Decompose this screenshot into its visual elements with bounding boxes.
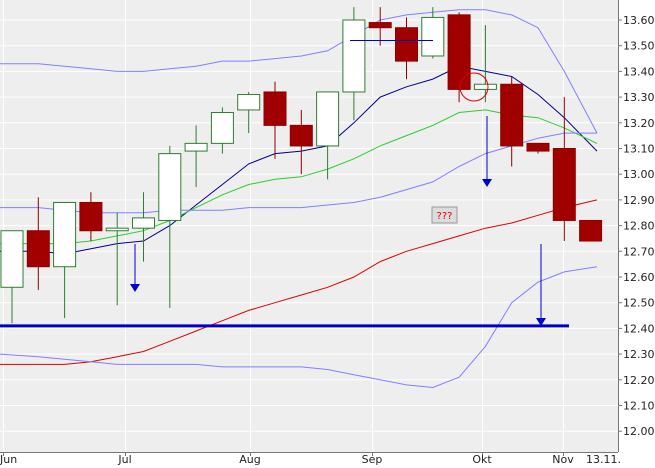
x-tick-label: Sep	[362, 453, 383, 466]
x-tick-label: Jun	[0, 453, 17, 466]
candle-down	[289, 124, 313, 147]
moving-average-mid-line	[0, 109, 598, 245]
candle-down	[579, 219, 603, 242]
annotation-box	[431, 206, 458, 224]
y-tick-label: 12.90	[623, 194, 655, 207]
candle-down	[395, 27, 418, 62]
y-tick-label: 13.00	[623, 168, 655, 181]
y-tick-label: 13.60	[623, 14, 655, 27]
candle-up	[210, 112, 234, 144]
candle-down	[368, 22, 392, 29]
candle-down	[500, 83, 524, 147]
candle-up	[105, 227, 129, 232]
y-tick-label: 12.10	[623, 400, 655, 413]
candle-up	[158, 153, 182, 221]
x-tick-label: Aug	[239, 453, 260, 466]
x-tick-label: 13.11.	[586, 453, 621, 466]
candle-up	[316, 91, 340, 147]
y-tick-label: 12.70	[623, 245, 655, 258]
y-tick-label: 13.20	[623, 117, 655, 130]
bollinger-upper-line	[0, 9, 598, 134]
y-axis: 13.60 13.50 13.40 13.30 13.20 13.10 13.00 12.90…	[618, 14, 655, 438]
candle-up	[0, 230, 24, 288]
candle-up	[132, 217, 155, 229]
annotations: ???	[0, 40, 569, 328]
y-tick-label: 13.40	[623, 65, 655, 78]
y-tick-label: 12.30	[623, 348, 655, 361]
y-tick-label: 13.50	[623, 40, 655, 53]
candle-down	[447, 14, 471, 90]
bollinger-middle-line	[0, 132, 597, 214]
y-tick-label: 13.30	[623, 91, 655, 104]
y-tick-label: 12.50	[623, 297, 655, 310]
annotation-label: ???	[437, 211, 453, 222]
y-tick-label: 12.20	[623, 374, 655, 387]
arrow-head	[130, 284, 140, 292]
bollinger-lower-line	[0, 266, 598, 389]
candle-up	[237, 94, 261, 111]
candle-down	[26, 230, 50, 268]
y-tick-label: 13.10	[623, 143, 655, 156]
candles	[0, 7, 603, 324]
annotation-circle	[459, 72, 489, 102]
chart-grid	[0, 0, 619, 453]
x-tick-label: Jul	[117, 453, 131, 466]
moving-average-long-line	[0, 199, 598, 365]
candle-down	[79, 201, 103, 232]
candle-down	[526, 142, 550, 152]
y-tick-label: 12.40	[623, 322, 655, 335]
candle-up	[421, 16, 445, 57]
candle-up	[342, 19, 366, 93]
x-tick-label: Nov	[552, 453, 574, 466]
candle-up	[473, 83, 497, 90]
y-tick-label: 12.80	[623, 220, 655, 233]
candle-down	[263, 91, 287, 126]
arrow-head	[482, 179, 492, 187]
candle-up	[53, 201, 77, 268]
candle-up	[184, 142, 208, 152]
y-tick-label: 12.00	[623, 425, 655, 438]
arrow-head	[536, 318, 546, 326]
x-tick-label: Okt	[472, 453, 492, 466]
y-tick-label: 12.60	[623, 271, 655, 284]
candle-down	[552, 148, 576, 221]
x-axis: Jun Jul Aug Sep Okt Nov 13.11.	[0, 452, 621, 466]
